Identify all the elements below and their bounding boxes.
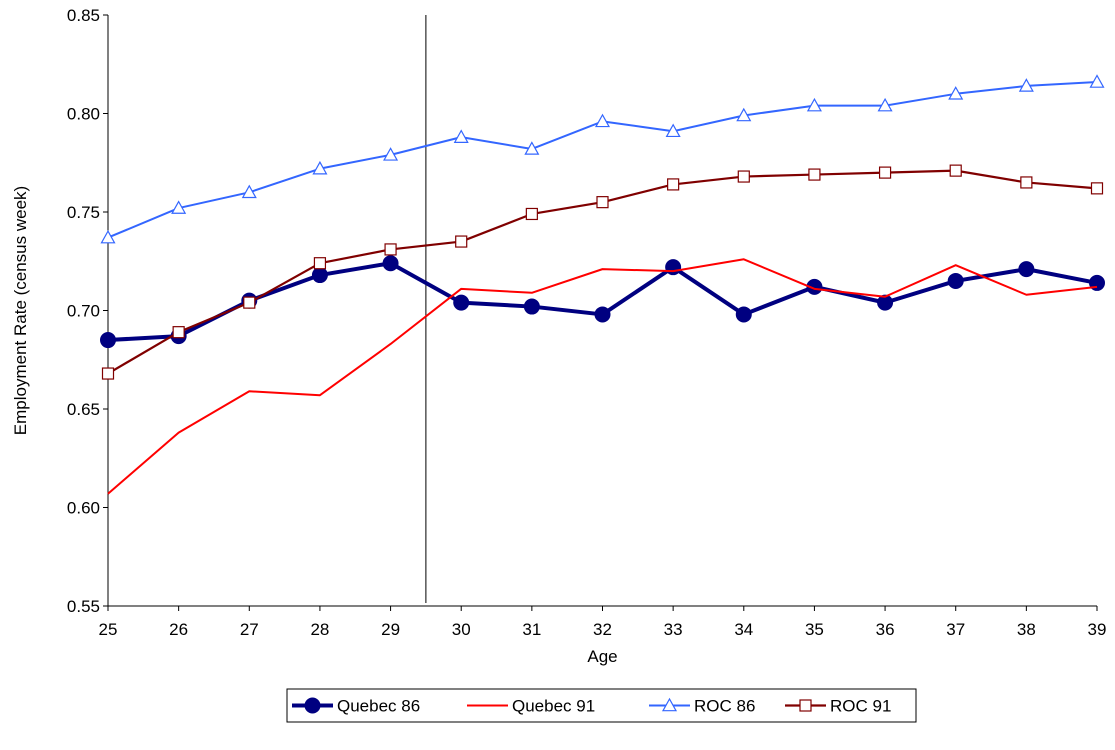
series-roc-86 (100, 74, 1105, 244)
x-axis-title: Age (587, 647, 617, 666)
x-tick-label: 34 (734, 620, 753, 639)
data-point (453, 294, 470, 311)
legend-label: Quebec 86 (337, 697, 420, 716)
legend-marker (661, 697, 678, 712)
data-point (949, 164, 962, 177)
x-tick-label: 32 (593, 620, 612, 639)
data-point (665, 123, 681, 138)
data-point (241, 184, 257, 199)
data-point (948, 86, 964, 100)
data-point (735, 306, 752, 323)
legend-item: Quebec 86 (292, 697, 420, 716)
data-point (101, 367, 115, 380)
data-point (171, 200, 187, 214)
x-tick-label: 33 (664, 620, 683, 639)
x-tick-label: 29 (381, 620, 400, 639)
data-point (382, 255, 399, 272)
data-point (594, 306, 611, 323)
x-tick-label: 30 (452, 620, 471, 639)
data-point (665, 259, 682, 276)
data-point (1018, 261, 1035, 278)
data-point (313, 257, 327, 270)
data-point (667, 178, 680, 191)
x-tick-label: 37 (946, 620, 965, 639)
data-point (808, 168, 821, 181)
legend: Quebec 86 Quebec 91 ROC 86 ROC 91 (286, 688, 917, 723)
legend-label: ROC 86 (694, 697, 755, 716)
y-tick-label: 0.70 (67, 302, 100, 321)
data-point (877, 294, 894, 311)
series-roc-91 (101, 164, 1104, 380)
data-point (947, 272, 964, 289)
x-tick-label: 26 (169, 620, 188, 639)
x-tick-label: 36 (876, 620, 895, 639)
legend-marker (304, 697, 321, 714)
x-tick-label: 35 (805, 620, 824, 639)
data-point (596, 196, 609, 209)
data-point (524, 141, 540, 155)
x-tick-label: 31 (522, 620, 541, 639)
legend-item: ROC 91 (785, 697, 891, 716)
data-point (453, 129, 469, 143)
series-line (107, 258, 1098, 495)
data-point (806, 97, 822, 112)
x-tick-label: 28 (310, 620, 329, 639)
legend-item: Quebec 91 (467, 697, 595, 716)
y-tick-label: 0.55 (67, 597, 100, 616)
data-point (523, 298, 540, 315)
x-tick-label: 25 (99, 620, 118, 639)
data-point (100, 229, 116, 244)
y-tick-label: 0.80 (67, 105, 100, 124)
axes: 0.55 0.60 0.65 0.70 0.75 0.80 0.85 25 26 27 28 29 30… (67, 6, 1107, 639)
series-line (107, 80, 1098, 239)
data-point (1020, 176, 1033, 189)
data-point (1089, 74, 1105, 88)
legend-label: ROC 91 (830, 697, 891, 716)
data-point (383, 147, 399, 161)
data-point (100, 332, 116, 349)
y-tick-label: 0.85 (67, 6, 100, 25)
legend-label: Quebec 91 (512, 697, 595, 716)
data-point (243, 296, 256, 309)
series-quebec-86 (100, 255, 1105, 349)
data-point (806, 278, 823, 295)
series-group (100, 74, 1105, 495)
x-tick-label: 39 (1088, 620, 1107, 639)
legend-marker (799, 699, 812, 712)
data-point (594, 113, 611, 128)
data-point (311, 267, 328, 284)
data-point (455, 235, 468, 248)
x-tick-label: 27 (240, 620, 259, 639)
y-axis-title: Employment Rate (census week) (11, 186, 30, 435)
data-point (1090, 182, 1104, 195)
data-point (878, 166, 892, 179)
x-tick-label: 38 (1017, 620, 1036, 639)
data-point (525, 207, 538, 221)
data-point (384, 243, 397, 256)
series-quebec-91 (107, 258, 1098, 495)
data-point (737, 170, 750, 183)
legend-item: ROC 86 (649, 697, 755, 716)
y-tick-label: 0.65 (67, 400, 100, 419)
data-point (736, 107, 752, 122)
data-point (877, 97, 893, 112)
data-point (172, 326, 185, 339)
y-tick-label: 0.60 (67, 499, 100, 518)
y-tick-label: 0.75 (67, 203, 100, 222)
data-point (1018, 78, 1034, 92)
data-point (312, 160, 328, 175)
